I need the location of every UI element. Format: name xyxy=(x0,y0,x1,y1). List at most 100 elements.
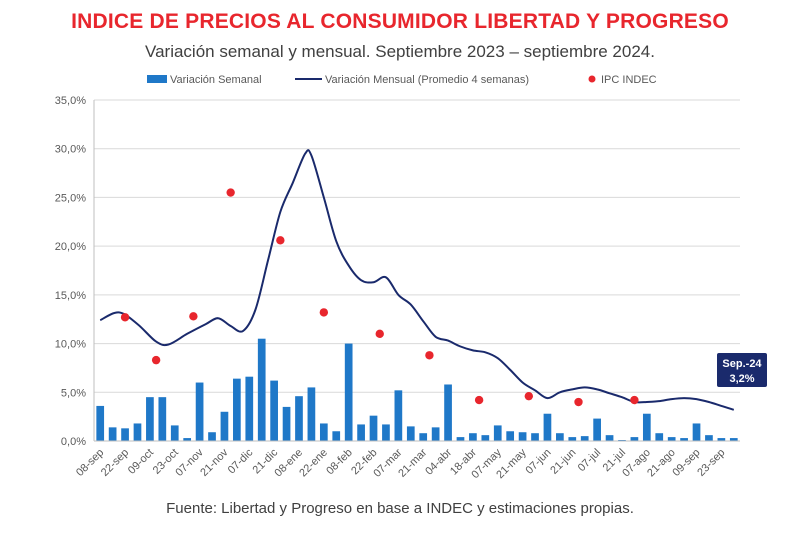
weekly-bar xyxy=(332,431,341,441)
legend-swatch-ipc xyxy=(588,75,596,83)
legend: Variación Semanal Variación Mensual (Pro… xyxy=(147,74,657,86)
weekly-bar xyxy=(369,415,378,441)
x-tick-label: 23-sep xyxy=(695,447,727,479)
x-tick-label: 04-abr xyxy=(423,446,454,477)
source-note: Fuente: Libertad y Progreso en base a IN… xyxy=(166,500,634,517)
weekly-bars xyxy=(96,338,738,441)
y-tick-label: 15,0% xyxy=(55,290,86,302)
ipc-indec-dot xyxy=(151,355,161,365)
sep-24-callout: Sep.-24 3,2% xyxy=(717,353,767,387)
y-tick-label: 30,0% xyxy=(55,144,86,156)
x-tick-label: 22-sep xyxy=(99,447,131,479)
weekly-bar xyxy=(257,338,266,441)
weekly-bar xyxy=(158,397,167,441)
weekly-bar xyxy=(729,438,738,441)
weekly-bar xyxy=(394,390,403,441)
y-tick-label: 5,0% xyxy=(61,387,86,399)
weekly-bar xyxy=(108,427,117,441)
x-tick-label: 08-feb xyxy=(324,447,355,478)
y-tick-label: 35,0% xyxy=(55,95,86,107)
weekly-bar xyxy=(282,406,291,441)
weekly-bar xyxy=(642,413,651,441)
weekly-bar xyxy=(170,425,179,441)
x-tick-label: 22-ene xyxy=(297,447,330,480)
x-tick-label: 21-ago xyxy=(645,447,678,480)
weekly-bar xyxy=(96,405,105,441)
weekly-bar xyxy=(406,426,415,441)
weekly-bar xyxy=(493,425,502,441)
legend-swatch-weekly xyxy=(147,75,167,83)
weekly-bar xyxy=(717,438,726,441)
weekly-bar xyxy=(469,433,477,441)
ipc-indec-dot xyxy=(524,391,534,401)
weekly-bar xyxy=(580,436,589,441)
legend-label-ipc: IPC INDEC xyxy=(601,74,657,86)
weekly-bar xyxy=(357,424,365,441)
weekly-bar xyxy=(655,433,664,441)
x-axis: 08-sep22-sep09-oct23-oct07-nov21-nov07-d… xyxy=(74,440,740,481)
callout-label: Sep.-24 xyxy=(722,358,762,370)
weekly-bar xyxy=(344,343,353,441)
weekly-bar xyxy=(146,397,154,441)
weekly-bar xyxy=(195,382,204,441)
weekly-bar xyxy=(233,378,241,441)
weekly-bar xyxy=(667,437,676,441)
weekly-bar xyxy=(307,387,316,441)
x-tick-label: 07-jul xyxy=(576,447,604,475)
weekly-bar xyxy=(556,433,564,441)
weekly-bar xyxy=(630,437,639,441)
weekly-bar xyxy=(705,435,713,441)
weekly-bar xyxy=(183,438,192,441)
x-tick-label: 07-jun xyxy=(523,447,553,477)
x-tick-label: 07-dic xyxy=(226,446,256,476)
ipc-indec-dot xyxy=(189,312,198,321)
ipc-indec-dot xyxy=(276,236,285,245)
weekly-bar xyxy=(419,433,428,441)
y-tick-label: 10,0% xyxy=(55,339,86,351)
weekly-bar xyxy=(605,435,614,441)
weekly-bar xyxy=(208,432,216,441)
ipc-indec-dot xyxy=(226,188,235,197)
gridlines xyxy=(94,99,740,442)
weekly-bar xyxy=(518,432,527,441)
chart-subtitle: Variación semanal y mensual. Septiembre … xyxy=(145,42,655,61)
ipc-indec-dot xyxy=(630,395,639,405)
y-tick-label: 0,0% xyxy=(61,436,86,448)
chart-title: INDICE DE PRECIOS AL CONSUMIDOR LIBERTAD… xyxy=(71,10,729,33)
ipc-indec-dots xyxy=(120,188,639,407)
weekly-bar xyxy=(444,384,452,441)
weekly-bar xyxy=(295,396,303,441)
y-tick-label: 25,0% xyxy=(55,192,86,204)
weekly-bar xyxy=(481,435,490,441)
x-tick-label: 21-nov xyxy=(198,446,231,479)
weekly-bar xyxy=(456,437,465,441)
ipc-indec-dot xyxy=(120,313,130,322)
weekly-bar xyxy=(531,433,539,441)
weekly-bar xyxy=(319,423,328,441)
weekly-bar xyxy=(133,423,142,441)
x-tick-label: 21-mar xyxy=(396,446,429,479)
ipc-indec-dot xyxy=(474,395,484,405)
weekly-bar xyxy=(245,376,254,441)
x-tick-label: 09-oct xyxy=(126,447,156,477)
weekly-bar xyxy=(121,428,129,441)
weekly-bar xyxy=(431,427,440,441)
legend-label-weekly: Variación Semanal xyxy=(170,74,262,86)
weekly-bar xyxy=(692,423,701,441)
ipc-indec-dot xyxy=(574,397,583,407)
ipc-indec-dot xyxy=(375,329,384,339)
monthly-line xyxy=(99,149,735,411)
weekly-bar xyxy=(593,418,601,441)
weekly-bar xyxy=(382,424,390,441)
weekly-bar xyxy=(506,431,515,441)
ipc-indec-dot xyxy=(425,351,434,360)
legend-label-monthly: Variación Mensual (Promedio 4 semanas) xyxy=(325,74,529,86)
callout-value: 3,2% xyxy=(729,373,754,385)
y-axis: 0,0% 5,0% 10,0% 15,0% 20,0% 25,0% 30,0% 35,0% xyxy=(55,95,95,448)
weekly-bar xyxy=(220,411,229,441)
weekly-bar xyxy=(270,380,278,441)
weekly-bar xyxy=(680,438,688,441)
weekly-bar xyxy=(568,437,577,441)
x-tick-label: 21-jun xyxy=(548,447,578,477)
